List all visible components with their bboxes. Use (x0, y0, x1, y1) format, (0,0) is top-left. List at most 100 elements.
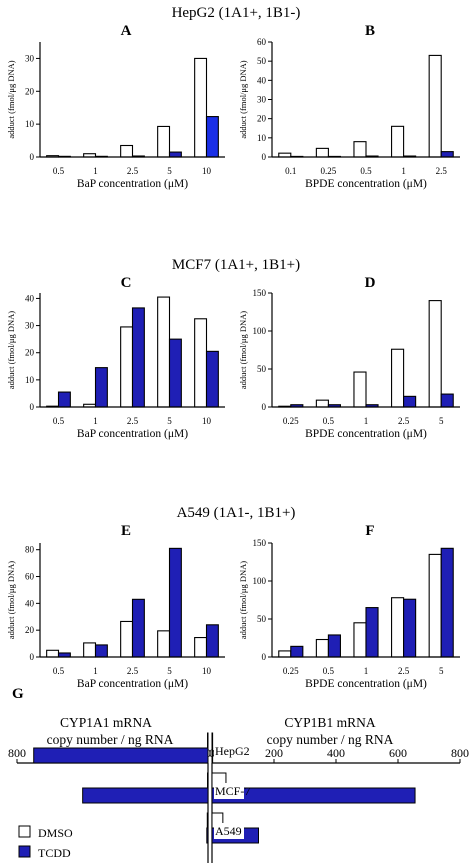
bar-c-dmso-3 (157, 296, 171, 408)
g-left-title: CYP1A1 mRNA (60, 715, 152, 730)
xtick-b-2: 0.5 (360, 166, 372, 176)
g-category-bg-2 (214, 823, 244, 839)
bar-f-dmso-2 (353, 622, 367, 658)
bar-d-tcdd-3 (403, 395, 417, 408)
xtick-f-1: 0.5 (323, 666, 335, 676)
ytick-b-0: 0 (262, 152, 267, 162)
bar-b-dmso-1 (315, 147, 329, 158)
g-category-bg-1 (214, 783, 244, 799)
x-label-a: BaP concentration (μM) (77, 178, 188, 190)
panel-f-letter: F (365, 523, 374, 539)
xtick-e-2: 2.5 (127, 666, 139, 676)
xtick-f-2: 1 (364, 666, 369, 676)
ytick-f-0: 0 (262, 652, 267, 662)
ytick-f-2: 100 (253, 576, 267, 586)
xtick-d-0: 0.25 (283, 416, 299, 426)
bar-c-tcdd-0 (57, 391, 71, 408)
g-right-bar-tcdd-0 (211, 747, 214, 764)
bar-f-dmso-3 (391, 597, 405, 658)
ytick-b-2: 20 (257, 114, 267, 124)
g-category-1: MCF-7 (215, 784, 250, 798)
xtick-a-4: 10 (202, 166, 212, 176)
bar-d-dmso-3 (391, 348, 405, 408)
legend-label-tcdd: TCDD (38, 846, 71, 860)
bar-e-dmso-4 (194, 637, 208, 658)
bar-f-tcdd-0 (290, 645, 304, 658)
xtick-f-3: 2.5 (398, 666, 410, 676)
bar-c-tcdd-4 (205, 350, 219, 408)
g-right-tick-2: 400 (327, 746, 345, 760)
ytick-b-3: 30 (257, 95, 267, 105)
g-category-bg-0 (214, 743, 244, 759)
bar-b-dmso-2 (353, 141, 367, 158)
xtick-b-3: 1 (401, 166, 406, 176)
xtick-a-0: 0.5 (53, 166, 65, 176)
x-label-e: BaP concentration (μM) (77, 678, 188, 690)
xtick-c-3: 5 (167, 416, 172, 426)
panel-d-letter: D (365, 275, 376, 291)
panel-b: B 0.1 0.25 0.5 1 2.5 0 10 20 30 40 50 60 adduct (fmol… (238, 23, 460, 190)
xtick-b-1: 0.25 (321, 166, 337, 176)
ytick-a-2: 20 (25, 86, 35, 96)
y-label-c: adduct (fmol/μg DNA) (6, 311, 16, 389)
xtick-d-3: 2.5 (398, 416, 410, 426)
bar-c-dmso-2 (120, 326, 134, 408)
g-left-bar-tcdd-0 (33, 747, 209, 764)
xtick-d-4: 5 (439, 416, 444, 426)
g-left-bar-dmso-2 (206, 812, 209, 829)
ytick-d-3: 150 (253, 288, 267, 298)
ytick-d-1: 50 (257, 364, 267, 374)
bar-e-tcdd-0 (57, 652, 71, 658)
xtick-a-3: 5 (167, 166, 172, 176)
bar-a-dmso-3 (157, 125, 171, 158)
bar-e-tcdd-3 (168, 547, 182, 658)
bar-e-dmso-1 (83, 642, 97, 658)
ytick-b-4: 40 (257, 75, 267, 85)
y-label-d: adduct (fmol/μg DNA) (238, 311, 248, 389)
panel-e: E 0.5 1 2.5 5 10 0 20 40 60 80 adduct (fmol/μg DNA)… (6, 523, 225, 690)
ytick-d-2: 100 (253, 326, 267, 336)
row-title-mcf7: MCF7 (1A1+, 1B1+) (172, 257, 300, 273)
bar-e-dmso-2 (120, 620, 134, 658)
xtick-e-1: 1 (93, 666, 98, 676)
y-label-a: adduct (fmol/μg DNA) (6, 60, 16, 138)
bar-b-dmso-4 (428, 54, 442, 158)
bar-f-dmso-1 (315, 638, 329, 658)
g-right-tick-1: 200 (265, 746, 283, 760)
xtick-f-4: 5 (439, 666, 444, 676)
ytick-c-2: 20 (25, 348, 35, 358)
panel-b-letter: B (365, 23, 375, 39)
ytick-e-4: 80 (25, 545, 35, 555)
ytick-c-3: 30 (25, 321, 35, 331)
ytick-f-1: 50 (257, 614, 267, 624)
row-title-a549: A549 (1A1-, 1B1+) (177, 505, 296, 521)
bar-e-tcdd-4 (205, 624, 219, 658)
ytick-d-0: 0 (262, 402, 267, 412)
xtick-b-0: 0.1 (285, 166, 296, 176)
panel-g: CYP1A1 mRNA copy number / ng RNA CYP1B1 mR… (8, 715, 469, 863)
x-label-f: BPDE concentration (μM) (305, 678, 427, 690)
g-right-bar-tcdd-1 (211, 787, 416, 804)
legend-label-dmso: DMSO (38, 826, 73, 840)
ytick-c-0: 0 (30, 402, 35, 412)
bar-e-tcdd-1 (94, 644, 108, 658)
bar-e-tcdd-2 (131, 598, 145, 658)
legend-swatch-dmso (18, 825, 31, 838)
bar-c-tcdd-1 (94, 367, 108, 408)
x-label-c: BaP concentration (μM) (77, 428, 188, 440)
bar-a-dmso-4 (194, 57, 208, 158)
bar-e-dmso-3 (157, 630, 171, 658)
ytick-e-1: 20 (25, 625, 35, 635)
xtick-c-0: 0.5 (53, 416, 65, 426)
ytick-c-4: 40 (25, 293, 35, 303)
bar-f-tcdd-4 (440, 547, 454, 658)
xtick-e-0: 0.5 (53, 666, 65, 676)
g-right-bar-dmso-0 (211, 732, 214, 749)
bar-c-dmso-4 (194, 318, 208, 408)
panel-c: C 0.5 1 2.5 5 10 0 10 20 30 40 adduct (fmol/μg DNA)… (6, 275, 225, 440)
x-label-b: BPDE concentration (μM) (305, 178, 427, 190)
g-left-tick-4: 800 (8, 746, 26, 760)
xtick-f-0: 0.25 (283, 666, 299, 676)
